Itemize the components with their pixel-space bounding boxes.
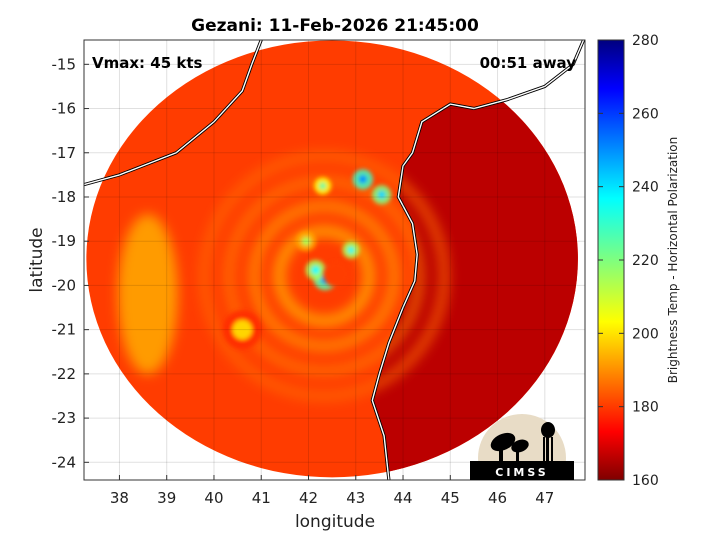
y-tick-label: -24	[52, 453, 77, 471]
time-away-annotation: 00:51 away	[480, 54, 577, 72]
madagascar-coastline	[371, 40, 585, 480]
x-tick-label: 43	[346, 489, 365, 507]
cold-cell-core	[358, 175, 368, 184]
satellite-dish-icon	[490, 432, 529, 462]
y-tick-label: -18	[52, 188, 77, 206]
storm-eye	[323, 261, 350, 288]
x-tick-label: 46	[488, 489, 507, 507]
cold-cell-core	[301, 236, 311, 246]
grid-lines	[84, 40, 585, 480]
y-tick-label: -19	[52, 232, 77, 250]
y-tick-label: -20	[52, 276, 77, 294]
x-tick-label: 38	[110, 489, 129, 507]
cold-cell-core	[311, 265, 320, 275]
coastline-layer	[84, 40, 585, 480]
svg-text:CIMSS: CIMSS	[495, 466, 548, 479]
chart-title: Gezani: 11-Feb-2026 21:45:00	[191, 16, 479, 36]
y-axis-label: latitude	[27, 227, 47, 292]
colorbar-tick-label: 160	[632, 473, 659, 489]
y-tick-label: -21	[52, 321, 77, 339]
cold-cell-core	[377, 190, 386, 199]
x-tick-label: 40	[204, 489, 223, 507]
africa-coastline	[84, 40, 262, 186]
x-tick-label: 45	[441, 489, 460, 507]
plot-frame	[83, 39, 586, 481]
y-axis-ticks: -15 -16 -17 -18 -19 -20 -21 -22 -23 -24	[52, 55, 89, 471]
vmax-annotation: Vmax: 45 kts	[92, 54, 202, 72]
water-tower-icon	[541, 422, 555, 461]
x-tick-label: 39	[157, 489, 176, 507]
colorbar-ticks: 280 260 240 220 200 180 160	[598, 33, 659, 489]
y-tick-label: -23	[52, 409, 77, 427]
cimss-logo: CIMSS	[470, 414, 574, 480]
cold-cell-core	[232, 319, 253, 340]
colorbar-label: Brightness Temp - Horizontal Polarizatio…	[666, 137, 680, 384]
x-tick-label: 42	[299, 489, 318, 507]
x-tick-label: 41	[252, 489, 271, 507]
cold-cell-core	[347, 246, 355, 254]
colorbar-tick-label: 220	[632, 253, 659, 269]
x-tick-label: 44	[393, 489, 412, 507]
y-tick-label: -16	[52, 100, 77, 118]
x-axis-ticks: 38 39 40 41 42 43 44 45 46 47	[110, 475, 554, 507]
y-tick-label: -22	[52, 365, 77, 383]
colorbar-tick-label: 180	[632, 400, 659, 416]
y-tick-label: -17	[52, 144, 77, 162]
colorbar-tick-label: 280	[632, 33, 659, 49]
colorbar-tick-label: 240	[632, 180, 659, 196]
colorbar-tick-label: 200	[632, 326, 659, 342]
x-axis-label: longitude	[295, 512, 375, 532]
cold-cell-core	[319, 182, 327, 190]
colorbar-tick-label: 260	[632, 106, 659, 122]
y-tick-label: -15	[52, 55, 77, 73]
x-tick-label: 47	[535, 489, 554, 507]
